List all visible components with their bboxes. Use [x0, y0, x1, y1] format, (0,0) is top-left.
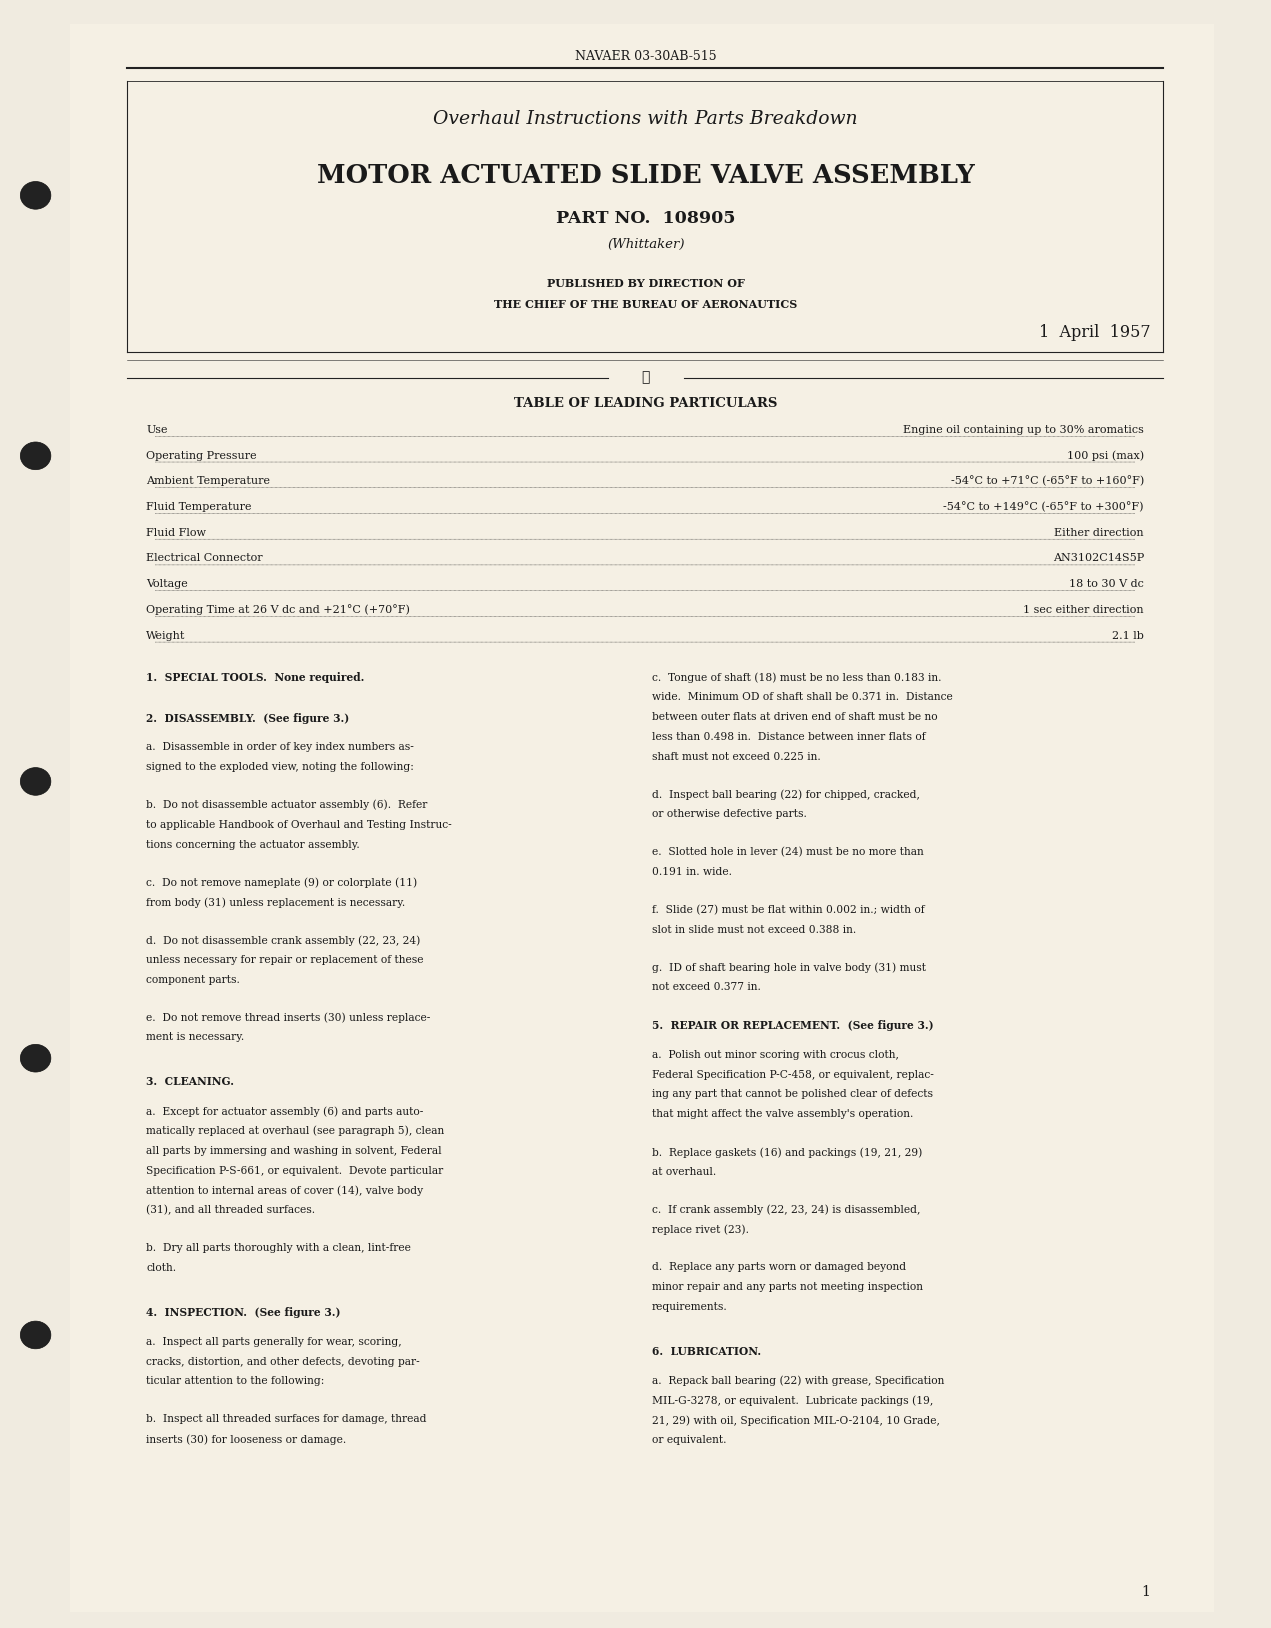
- Text: component parts.: component parts.: [146, 975, 240, 985]
- Text: requirements.: requirements.: [652, 1302, 728, 1312]
- Text: 21, 29) with oil, Specification MIL-O-2104, 10 Grade,: 21, 29) with oil, Specification MIL-O-21…: [652, 1415, 939, 1426]
- Text: Operating Pressure: Operating Pressure: [146, 451, 257, 461]
- Text: NAVAER 03-30AB-515: NAVAER 03-30AB-515: [574, 50, 717, 62]
- Text: Fluid Flow: Fluid Flow: [146, 527, 206, 537]
- Text: e.  Do not remove thread inserts (30) unless replace-: e. Do not remove thread inserts (30) unl…: [146, 1013, 431, 1022]
- Text: unless necessary for repair or replacement of these: unless necessary for repair or replaceme…: [146, 954, 423, 965]
- Text: that might affect the valve assembly's operation.: that might affect the valve assembly's o…: [652, 1109, 914, 1120]
- Text: e.  Slotted hole in lever (24) must be no more than: e. Slotted hole in lever (24) must be no…: [652, 847, 924, 858]
- Text: b.  Inspect all threaded surfaces for damage, thread: b. Inspect all threaded surfaces for dam…: [146, 1415, 427, 1424]
- Text: Fluid Temperature: Fluid Temperature: [146, 501, 252, 511]
- Text: f.  Slide (27) must be flat within 0.002 in.; width of: f. Slide (27) must be flat within 0.002 …: [652, 905, 924, 915]
- Text: PUBLISHED BY DIRECTION OF: PUBLISHED BY DIRECTION OF: [547, 278, 745, 288]
- Text: MOTOR ACTUATED SLIDE VALVE ASSEMBLY: MOTOR ACTUATED SLIDE VALVE ASSEMBLY: [316, 163, 975, 189]
- Text: -54°C to +149°C (-65°F to +300°F): -54°C to +149°C (-65°F to +300°F): [943, 501, 1144, 513]
- Text: THE CHIEF OF THE BUREAU OF AERONAUTICS: THE CHIEF OF THE BUREAU OF AERONAUTICS: [494, 300, 797, 309]
- Ellipse shape: [20, 443, 51, 470]
- Text: at overhaul.: at overhaul.: [652, 1167, 717, 1177]
- Text: inserts (30) for looseness or damage.: inserts (30) for looseness or damage.: [146, 1434, 347, 1444]
- Text: (31), and all threaded surfaces.: (31), and all threaded surfaces.: [146, 1205, 315, 1216]
- Text: a.  Polish out minor scoring with crocus cloth,: a. Polish out minor scoring with crocus …: [652, 1050, 899, 1060]
- Text: minor repair and any parts not meeting inspection: minor repair and any parts not meeting i…: [652, 1283, 923, 1293]
- Text: 4.  INSPECTION.  (See figure 3.): 4. INSPECTION. (See figure 3.): [146, 1307, 341, 1319]
- Text: Overhaul Instructions with Parts Breakdown: Overhaul Instructions with Parts Breakdo…: [433, 109, 858, 129]
- Text: Federal Specification P-C-458, or equivalent, replac-: Federal Specification P-C-458, or equiva…: [652, 1070, 934, 1079]
- Text: replace rivet (23).: replace rivet (23).: [652, 1224, 749, 1236]
- Ellipse shape: [20, 1045, 51, 1073]
- Text: 1  April  1957: 1 April 1957: [1038, 324, 1150, 340]
- Text: Voltage: Voltage: [146, 580, 188, 589]
- Text: 3.  CLEANING.: 3. CLEANING.: [146, 1076, 234, 1088]
- Text: (Whittaker): (Whittaker): [608, 238, 684, 251]
- Text: 6.  LUBRICATION.: 6. LUBRICATION.: [652, 1346, 761, 1358]
- Text: 1: 1: [1141, 1586, 1150, 1599]
- Text: Electrical Connector: Electrical Connector: [146, 554, 263, 563]
- Text: ing any part that cannot be polished clear of defects: ing any part that cannot be polished cle…: [652, 1089, 933, 1099]
- Ellipse shape: [20, 768, 51, 794]
- Text: tions concerning the actuator assembly.: tions concerning the actuator assembly.: [146, 840, 360, 850]
- Text: less than 0.498 in.  Distance between inner flats of: less than 0.498 in. Distance between inn…: [652, 733, 925, 742]
- Text: 100 psi (max): 100 psi (max): [1066, 451, 1144, 461]
- Text: or otherwise defective parts.: or otherwise defective parts.: [652, 809, 807, 819]
- Text: matically replaced at overhaul (see paragraph 5), clean: matically replaced at overhaul (see para…: [146, 1127, 445, 1136]
- Text: d.  Replace any parts worn or damaged beyond: d. Replace any parts worn or damaged bey…: [652, 1262, 906, 1273]
- Text: or equivalent.: or equivalent.: [652, 1436, 727, 1446]
- Text: ticular attention to the following:: ticular attention to the following:: [146, 1376, 324, 1387]
- Text: between outer flats at driven end of shaft must be no: between outer flats at driven end of sha…: [652, 711, 938, 723]
- Ellipse shape: [20, 181, 51, 208]
- Text: from body (31) unless replacement is necessary.: from body (31) unless replacement is nec…: [146, 897, 405, 908]
- Text: AN3102C14S5P: AN3102C14S5P: [1052, 554, 1144, 563]
- Text: cloth.: cloth.: [146, 1263, 177, 1273]
- FancyBboxPatch shape: [70, 24, 1214, 1612]
- Text: slot in slide must not exceed 0.388 in.: slot in slide must not exceed 0.388 in.: [652, 925, 857, 934]
- Ellipse shape: [20, 1322, 51, 1348]
- Text: 1 sec either direction: 1 sec either direction: [1023, 606, 1144, 615]
- Text: b.  Replace gaskets (16) and packings (19, 21, 29): b. Replace gaskets (16) and packings (19…: [652, 1148, 923, 1158]
- Text: Operating Time at 26 V dc and +21°C (+70°F): Operating Time at 26 V dc and +21°C (+70…: [146, 604, 411, 615]
- Text: g.  ID of shaft bearing hole in valve body (31) must: g. ID of shaft bearing hole in valve bod…: [652, 962, 927, 974]
- Text: ★: ★: [642, 371, 649, 384]
- Text: all parts by immersing and washing in solvent, Federal: all parts by immersing and washing in so…: [146, 1146, 442, 1156]
- Text: b.  Dry all parts thoroughly with a clean, lint-free: b. Dry all parts thoroughly with a clean…: [146, 1244, 411, 1254]
- Text: 5.  REPAIR OR REPLACEMENT.  (See figure 3.): 5. REPAIR OR REPLACEMENT. (See figure 3.…: [652, 1021, 934, 1031]
- Text: a.  Except for actuator assembly (6) and parts auto-: a. Except for actuator assembly (6) and …: [146, 1105, 423, 1117]
- Text: attention to internal areas of cover (14), valve body: attention to internal areas of cover (14…: [146, 1185, 423, 1197]
- Text: c.  If crank assembly (22, 23, 24) is disassembled,: c. If crank assembly (22, 23, 24) is dis…: [652, 1205, 920, 1214]
- Text: c.  Do not remove nameplate (9) or colorplate (11): c. Do not remove nameplate (9) or colorp…: [146, 877, 417, 887]
- Text: d.  Do not disassemble crank assembly (22, 23, 24): d. Do not disassemble crank assembly (22…: [146, 934, 421, 946]
- Text: d.  Inspect ball bearing (22) for chipped, cracked,: d. Inspect ball bearing (22) for chipped…: [652, 790, 920, 799]
- Text: 1.  SPECIAL TOOLS.  None required.: 1. SPECIAL TOOLS. None required.: [146, 672, 365, 684]
- Text: shaft must not exceed 0.225 in.: shaft must not exceed 0.225 in.: [652, 752, 821, 762]
- Text: Weight: Weight: [146, 630, 186, 640]
- Text: 2.  DISASSEMBLY.  (See figure 3.): 2. DISASSEMBLY. (See figure 3.): [146, 713, 350, 723]
- Text: Specification P-S-661, or equivalent.  Devote particular: Specification P-S-661, or equivalent. De…: [146, 1166, 444, 1175]
- Text: not exceed 0.377 in.: not exceed 0.377 in.: [652, 982, 761, 993]
- Text: a.  Disassemble in order of key index numbers as-: a. Disassemble in order of key index num…: [146, 742, 414, 752]
- Text: Use: Use: [146, 425, 168, 435]
- Text: b.  Do not disassemble actuator assembly (6).  Refer: b. Do not disassemble actuator assembly …: [146, 799, 427, 811]
- Text: Engine oil containing up to 30% aromatics: Engine oil containing up to 30% aromatic…: [902, 425, 1144, 435]
- Text: MIL-G-3278, or equivalent.  Lubricate packings (19,: MIL-G-3278, or equivalent. Lubricate pac…: [652, 1395, 933, 1407]
- Text: Ambient Temperature: Ambient Temperature: [146, 477, 271, 487]
- Text: -54°C to +71°C (-65°F to +160°F): -54°C to +71°C (-65°F to +160°F): [951, 475, 1144, 487]
- Text: ment is necessary.: ment is necessary.: [146, 1032, 244, 1042]
- Text: Either direction: Either direction: [1054, 527, 1144, 537]
- Text: 18 to 30 V dc: 18 to 30 V dc: [1069, 580, 1144, 589]
- Text: 0.191 in. wide.: 0.191 in. wide.: [652, 868, 732, 877]
- Text: cracks, distortion, and other defects, devoting par-: cracks, distortion, and other defects, d…: [146, 1356, 419, 1366]
- Text: TABLE OF LEADING PARTICULARS: TABLE OF LEADING PARTICULARS: [513, 397, 778, 410]
- Text: wide.  Minimum OD of shaft shall be 0.371 in.  Distance: wide. Minimum OD of shaft shall be 0.371…: [652, 692, 953, 702]
- Text: a.  Inspect all parts generally for wear, scoring,: a. Inspect all parts generally for wear,…: [146, 1337, 402, 1346]
- Text: PART NO.  108905: PART NO. 108905: [555, 210, 736, 226]
- Text: a.  Repack ball bearing (22) with grease, Specification: a. Repack ball bearing (22) with grease,…: [652, 1376, 944, 1387]
- Text: c.  Tongue of shaft (18) must be no less than 0.183 in.: c. Tongue of shaft (18) must be no less …: [652, 672, 942, 682]
- Text: signed to the exploded view, noting the following:: signed to the exploded view, noting the …: [146, 762, 414, 772]
- Text: to applicable Handbook of Overhaul and Testing Instruc-: to applicable Handbook of Overhaul and T…: [146, 819, 452, 830]
- Text: 2.1 lb: 2.1 lb: [1112, 630, 1144, 640]
